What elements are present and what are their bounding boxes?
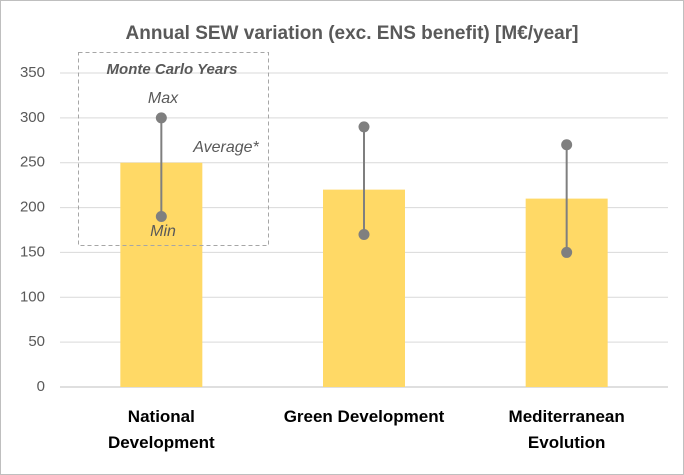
x-tick-label: Mediterranean Evolution [508,407,625,452]
y-tick-label: 300 [20,109,45,126]
min-dot [358,228,370,240]
y-tick-label: 350 [20,64,45,81]
max-dot [155,112,167,124]
y-tick-label: 100 [20,288,45,305]
legend-min: Min [150,223,176,240]
y-tick-label: 0 [37,378,45,395]
x-tick-label: Green Development [283,407,445,426]
y-tick-label: 150 [20,243,45,260]
legend-max: Max [148,90,179,107]
y-tick-label: 200 [20,199,45,216]
y-tick-label: 50 [28,333,45,350]
x-tick-label: National Development [107,407,215,452]
legend-average: Average* [192,139,259,156]
legend-title: Monte Carlo Years [107,61,238,78]
chart-title: Annual SEW variation (exc. ENS benefit) … [126,23,579,44]
min-dot [561,246,573,258]
max-dot [358,121,370,133]
legend-box [78,52,269,246]
min-dot [155,211,167,223]
max-dot [561,139,573,151]
y-tick-label: 250 [20,154,45,171]
